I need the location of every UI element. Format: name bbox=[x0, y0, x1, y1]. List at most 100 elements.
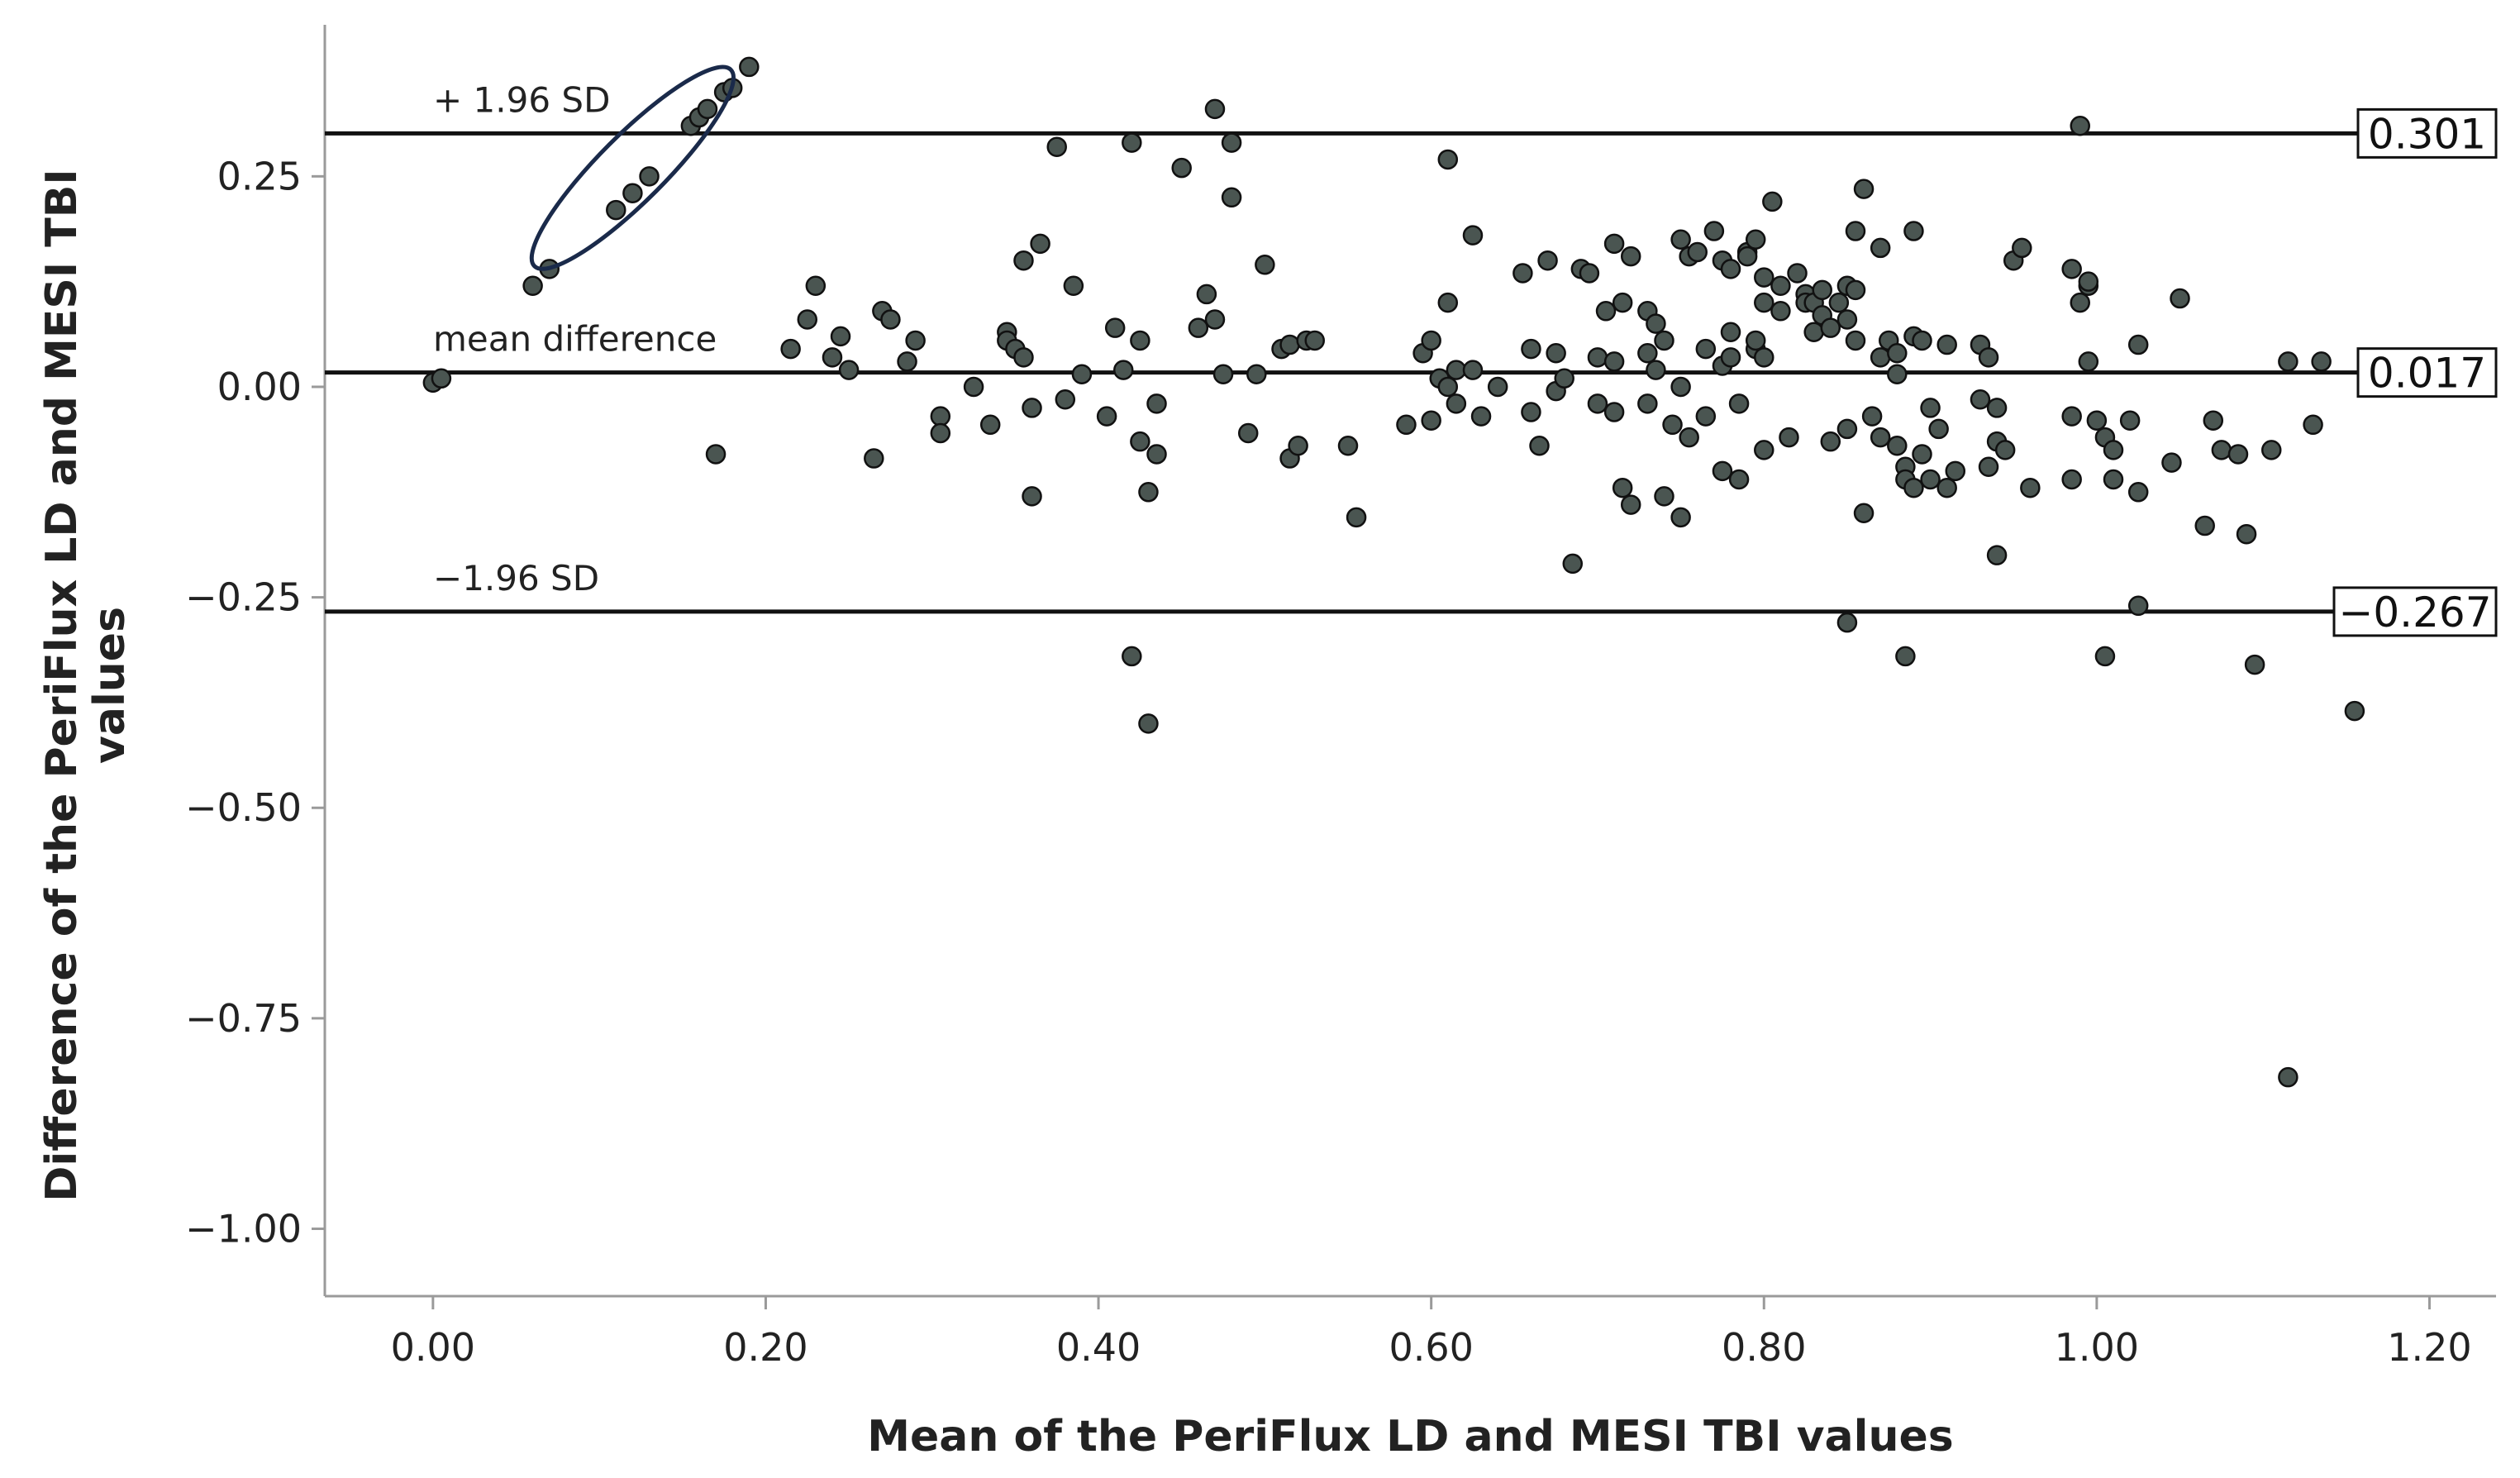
data-point bbox=[1679, 427, 1699, 448]
data-point bbox=[1138, 482, 1159, 503]
data-point bbox=[1204, 309, 1226, 330]
data-point bbox=[697, 98, 718, 120]
data-point bbox=[905, 330, 926, 351]
data-point bbox=[1620, 494, 1641, 515]
data-point bbox=[1828, 292, 1850, 313]
y-tick-label: 0.00 bbox=[217, 365, 302, 409]
data-point bbox=[1146, 393, 1167, 414]
data-point bbox=[1055, 389, 1076, 410]
data-point bbox=[2061, 259, 2082, 279]
data-point bbox=[1736, 246, 1758, 267]
data-point bbox=[2194, 515, 2215, 536]
data-point bbox=[1113, 360, 1134, 380]
data-point bbox=[1836, 418, 1858, 440]
data-point bbox=[1920, 398, 1941, 418]
data-point bbox=[1754, 292, 1774, 313]
data-point bbox=[1071, 364, 1093, 384]
y-tick-label: −0.75 bbox=[185, 996, 302, 1041]
data-point bbox=[1887, 342, 1908, 364]
data-point bbox=[1728, 469, 1750, 490]
data-point bbox=[1887, 436, 1908, 456]
data-point bbox=[1637, 393, 1658, 414]
reference-line-annotation: −1.96 SD bbox=[433, 558, 599, 598]
data-point bbox=[1529, 436, 1550, 456]
data-point bbox=[1130, 330, 1150, 351]
data-point bbox=[522, 275, 543, 296]
data-point bbox=[2094, 646, 2116, 667]
data-point bbox=[1912, 444, 1932, 465]
data-point bbox=[1221, 132, 1242, 153]
data-point bbox=[606, 199, 626, 221]
data-point bbox=[1978, 347, 1999, 368]
reference-value-label: −0.267 bbox=[2338, 589, 2491, 636]
data-point bbox=[2227, 444, 2249, 465]
data-point bbox=[1188, 317, 1209, 338]
data-point bbox=[1845, 330, 1866, 351]
data-point bbox=[1171, 157, 1192, 179]
data-point bbox=[1687, 241, 1708, 263]
data-point bbox=[1978, 456, 1999, 477]
data-point bbox=[1196, 284, 1217, 305]
data-point bbox=[1603, 233, 1625, 255]
data-point bbox=[2344, 700, 2365, 722]
data-point bbox=[431, 368, 452, 389]
data-point bbox=[838, 360, 860, 380]
data-point bbox=[830, 326, 851, 347]
data-point bbox=[805, 275, 827, 296]
data-point bbox=[1603, 351, 1625, 372]
data-point bbox=[1022, 398, 1042, 418]
data-point bbox=[1695, 338, 1717, 360]
data-point bbox=[1237, 422, 1259, 444]
reference-value-box bbox=[2356, 347, 2498, 398]
data-point bbox=[1595, 301, 1617, 322]
data-point bbox=[1122, 132, 1142, 153]
data-point bbox=[2127, 334, 2149, 355]
y-tick-label: 0.25 bbox=[217, 154, 302, 198]
data-point bbox=[1437, 149, 1459, 170]
y-axis-ticks: 0.25 0.00 −0.25 −0.50 −0.75 −1.00 bbox=[185, 154, 325, 1252]
data-point bbox=[1579, 263, 1600, 284]
data-point bbox=[2303, 414, 2323, 436]
reference-value-box bbox=[2332, 586, 2498, 637]
y-axis-title-continued: values bbox=[85, 607, 135, 764]
data-point bbox=[1936, 477, 1957, 498]
data-point bbox=[2278, 351, 2298, 372]
data-point bbox=[1779, 427, 1799, 448]
data-point bbox=[822, 347, 843, 368]
data-point bbox=[2103, 469, 2124, 490]
data-point bbox=[1130, 431, 1150, 452]
data-point bbox=[1861, 406, 1883, 427]
x-tick-label: 0.00 bbox=[391, 1325, 475, 1370]
data-point bbox=[1936, 334, 1957, 355]
x-tick-label: 0.80 bbox=[1722, 1325, 1806, 1370]
data-point bbox=[1255, 255, 1275, 275]
data-point bbox=[1279, 334, 1300, 355]
y-axis-title: Difference of the PeriFlux LD and MESI T… bbox=[37, 169, 87, 1202]
data-point bbox=[2078, 271, 2099, 292]
data-point bbox=[1853, 503, 1875, 524]
data-point bbox=[1603, 402, 1625, 422]
data-point bbox=[1221, 187, 1242, 208]
y-tick-label: −1.00 bbox=[185, 1207, 302, 1252]
data-point bbox=[1887, 364, 1908, 384]
data-point bbox=[1104, 317, 1126, 338]
y-tick-label: −0.50 bbox=[185, 785, 302, 830]
data-point bbox=[2278, 1066, 2298, 1088]
data-point bbox=[1945, 460, 1966, 482]
data-point bbox=[1546, 342, 1566, 364]
data-point bbox=[1670, 507, 1691, 528]
data-point bbox=[1204, 98, 1226, 120]
data-point bbox=[1745, 330, 1766, 351]
data-point bbox=[2170, 288, 2190, 309]
data-points bbox=[422, 56, 2365, 1088]
data-point bbox=[1903, 221, 1924, 241]
data-point bbox=[930, 406, 951, 427]
data-point bbox=[1695, 406, 1717, 427]
data-point bbox=[1703, 221, 1725, 241]
data-point bbox=[1487, 376, 1508, 398]
data-point bbox=[1288, 436, 1308, 456]
x-tick-label: 1.20 bbox=[2387, 1325, 2471, 1370]
data-point bbox=[1122, 646, 1142, 667]
data-point bbox=[1986, 398, 2008, 418]
data-point bbox=[1446, 360, 1467, 380]
